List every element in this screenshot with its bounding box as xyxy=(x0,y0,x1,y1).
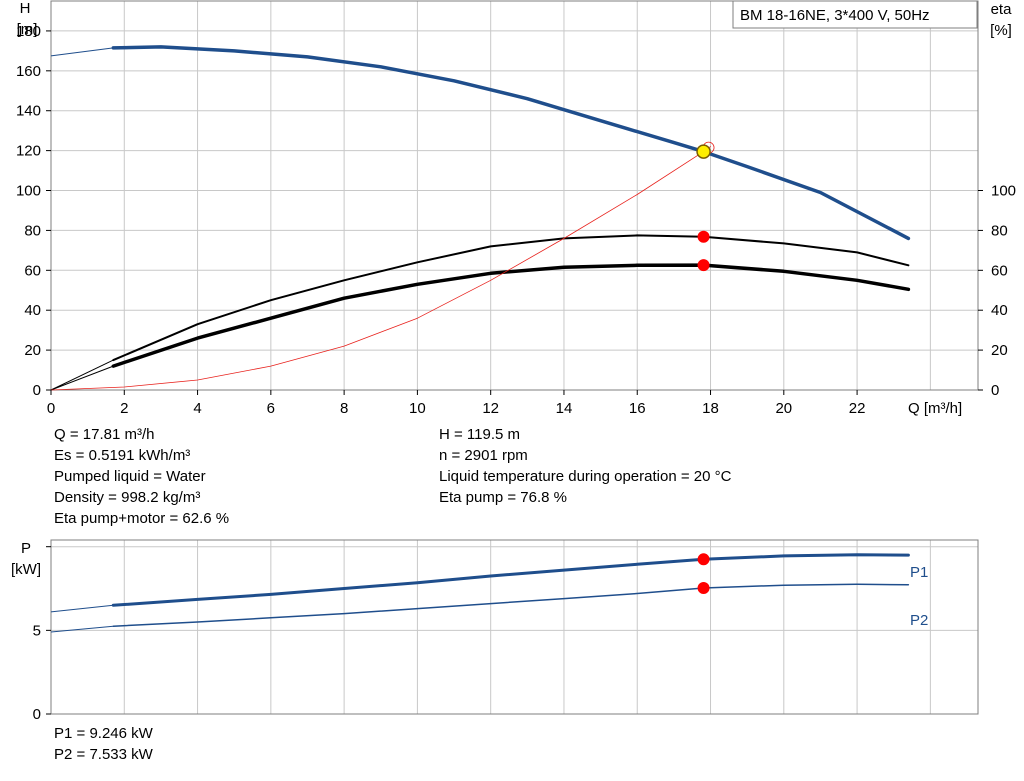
eta-tick-label: 80 xyxy=(991,222,1008,239)
liquid-temperature-value: Liquid temperature during operation = 20… xyxy=(439,468,732,485)
pump-title: BM 18-16NE, 3*400 V, 50Hz xyxy=(740,7,930,24)
head-tick-label: 140 xyxy=(16,103,41,120)
x-tick-label: 0 xyxy=(47,400,55,417)
curve-extension xyxy=(50,365,114,391)
x-tick-label: 8 xyxy=(340,400,348,417)
head-tick-label: 80 xyxy=(24,222,41,239)
x-tick-label: 2 xyxy=(120,400,128,417)
eta-pump-motor-value: Eta pump+motor = 62.6 % xyxy=(54,510,230,527)
eta-axis-unit: [%] xyxy=(990,22,1012,39)
eta-tick-label: 60 xyxy=(991,262,1008,279)
power-chart-operating-points xyxy=(697,553,710,594)
operating-point-marker xyxy=(697,259,710,272)
x-tick-label: 6 xyxy=(267,400,275,417)
p2-series-label: P2 xyxy=(910,612,928,629)
head-tick-label: 20 xyxy=(24,342,41,359)
p1-value: P1 = 9.246 kW xyxy=(54,725,153,742)
curve-extension xyxy=(50,47,114,57)
duty-point-info-right: H = 119.5 m n = 2901 rpm Liquid temperat… xyxy=(439,424,731,508)
head-tick-label: 40 xyxy=(24,302,41,319)
flow-value: Q = 17.81 m³/h xyxy=(54,426,155,443)
x-tick-label: 12 xyxy=(482,400,499,417)
main-chart-grid xyxy=(50,0,979,391)
head-axis-label: H xyxy=(20,0,31,17)
x-tick-label: 18 xyxy=(702,400,719,417)
eta-tick-label: 0 xyxy=(991,382,999,399)
p1-series-label: P1 xyxy=(910,564,928,581)
power-curve-p2 xyxy=(112,583,910,627)
head-tick-label: 160 xyxy=(16,63,41,80)
x-tick-label: 16 xyxy=(629,400,646,417)
head-tick-label: 100 xyxy=(16,183,41,200)
power-axis-unit: [kW] xyxy=(11,561,41,578)
performance-curve-1 xyxy=(111,45,911,241)
duty-point-marker xyxy=(696,144,711,159)
x-tick-label: 14 xyxy=(556,400,573,417)
x-tick-label: 4 xyxy=(193,400,201,417)
pumped-liquid-value: Pumped liquid = Water xyxy=(54,468,206,485)
x-tick-label: 20 xyxy=(775,400,792,417)
performance-curve-2 xyxy=(112,234,910,362)
operating-point-marker xyxy=(697,581,710,594)
power-axis-label: P xyxy=(21,540,31,557)
eta-axis-label: eta xyxy=(991,1,1013,18)
eta-tick-label: 100 xyxy=(991,183,1016,200)
power-plot-frame xyxy=(50,539,979,715)
head-axis-unit: [m] xyxy=(17,21,38,38)
duty-point-info-left: Q = 17.81 m³/h Es = 0.5191 kWh/m³ Pumped… xyxy=(54,424,229,529)
curve-extension xyxy=(50,604,114,613)
head-tick-label: 180 xyxy=(16,23,41,40)
x-tick-label: 22 xyxy=(849,400,866,417)
main-chart-operating-points xyxy=(696,141,715,272)
power-chart-curves xyxy=(50,553,910,633)
performance-curve-4 xyxy=(50,146,711,391)
speed-value: n = 2901 rpm xyxy=(439,447,528,464)
eta-pump-value: Eta pump = 76.8 % xyxy=(439,489,567,506)
main-chart-axes: H [m] eta [%] Q [m³/h] 0 2 4 6 8 10 12 14 16 18 20… xyxy=(16,0,1016,417)
main-chart-curves xyxy=(50,45,911,391)
curve-extension xyxy=(50,625,114,633)
specific-energy-value: Es = 0.5191 kWh/m³ xyxy=(54,447,191,464)
pump-title-box: BM 18-16NE, 3*400 V, 50Hz xyxy=(732,0,978,29)
eta-tick-label: 20 xyxy=(991,342,1008,359)
p2-value: P2 = 7.533 kW xyxy=(54,746,153,763)
flow-axis-label: Q [m³/h] xyxy=(908,400,962,417)
power-tick-label: 5 xyxy=(33,622,41,639)
head-value: H = 119.5 m xyxy=(439,426,521,443)
power-chart-grid xyxy=(50,539,979,715)
head-tick-label: 120 xyxy=(16,143,41,160)
operating-point-marker xyxy=(697,553,710,566)
operating-point-marker xyxy=(697,230,710,243)
density-value: Density = 998.2 kg/m³ xyxy=(54,489,201,506)
head-tick-label: 60 xyxy=(24,262,41,279)
power-curve-p1 xyxy=(111,553,910,607)
power-tick-label: 0 xyxy=(33,706,41,723)
power-info: P1 = 9.246 kW P2 = 7.533 kW xyxy=(54,723,153,765)
x-tick-label: 10 xyxy=(409,400,426,417)
curve-extension xyxy=(50,359,114,391)
eta-tick-label: 40 xyxy=(991,302,1008,319)
performance-curve-3 xyxy=(111,263,911,368)
power-chart-axes: P [kW] P1 P2 0 5 xyxy=(11,540,928,723)
head-tick-label: 0 xyxy=(33,382,41,399)
main-plot-frame xyxy=(50,0,979,391)
